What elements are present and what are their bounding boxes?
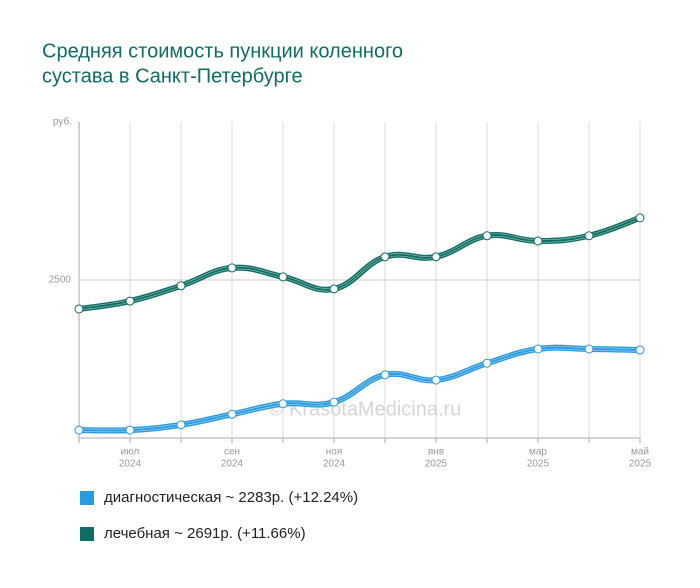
data-point bbox=[125, 296, 135, 306]
data-point bbox=[227, 409, 237, 419]
legend-swatch bbox=[80, 527, 94, 541]
data-point bbox=[431, 375, 441, 385]
series-line-stripe bbox=[78, 346, 641, 430]
x-tick-label: 2025 bbox=[629, 459, 652, 470]
x-tick-label: 2025 bbox=[425, 459, 448, 470]
data-point bbox=[329, 284, 339, 294]
y-axis-label: руб. bbox=[53, 116, 72, 128]
x-tick-label: май bbox=[631, 447, 649, 458]
data-point bbox=[176, 420, 186, 430]
y-tick-label: 2500 bbox=[49, 275, 72, 286]
data-point bbox=[278, 399, 288, 409]
data-point bbox=[431, 252, 441, 262]
data-point bbox=[278, 272, 288, 282]
x-tick-label: мар bbox=[529, 447, 547, 458]
x-tick-label: 2024 bbox=[221, 459, 244, 470]
data-point bbox=[380, 370, 390, 380]
data-point bbox=[482, 231, 492, 241]
x-tick-label: сен bbox=[224, 447, 240, 458]
chart-title: Средняя стоимость пункции коленного bbox=[42, 40, 403, 62]
data-point bbox=[482, 358, 492, 368]
x-tick-label: июл bbox=[121, 447, 140, 458]
data-point bbox=[176, 281, 186, 291]
legend-swatch bbox=[80, 491, 94, 505]
data-point bbox=[227, 263, 237, 273]
data-point bbox=[74, 304, 84, 314]
data-point bbox=[533, 236, 543, 246]
x-tick-label: 2024 bbox=[323, 459, 346, 470]
series-line-stripe bbox=[78, 218, 641, 311]
data-point bbox=[380, 252, 390, 262]
series-line-stripe bbox=[78, 348, 641, 433]
data-point bbox=[533, 344, 543, 354]
series-line bbox=[78, 344, 641, 434]
x-tick-label: ноя bbox=[326, 447, 343, 458]
x-tick-label: 2024 bbox=[119, 459, 142, 470]
data-point bbox=[584, 231, 594, 241]
x-tick-label: 2025 bbox=[527, 459, 550, 470]
chart-title: сустава в Санкт-Петербурге bbox=[42, 65, 303, 87]
data-point bbox=[584, 344, 594, 354]
data-point bbox=[635, 345, 645, 355]
data-point bbox=[635, 213, 645, 223]
data-point bbox=[74, 425, 84, 435]
series-line bbox=[78, 215, 642, 312]
x-tick-label: янв bbox=[428, 447, 444, 458]
legend-label: диагностическая ~ 2283р. (+12.24%) bbox=[104, 489, 358, 506]
legend-label: лечебная ~ 2691р. (+11.66%) bbox=[104, 525, 306, 542]
data-point bbox=[329, 397, 339, 407]
data-point bbox=[125, 425, 135, 435]
